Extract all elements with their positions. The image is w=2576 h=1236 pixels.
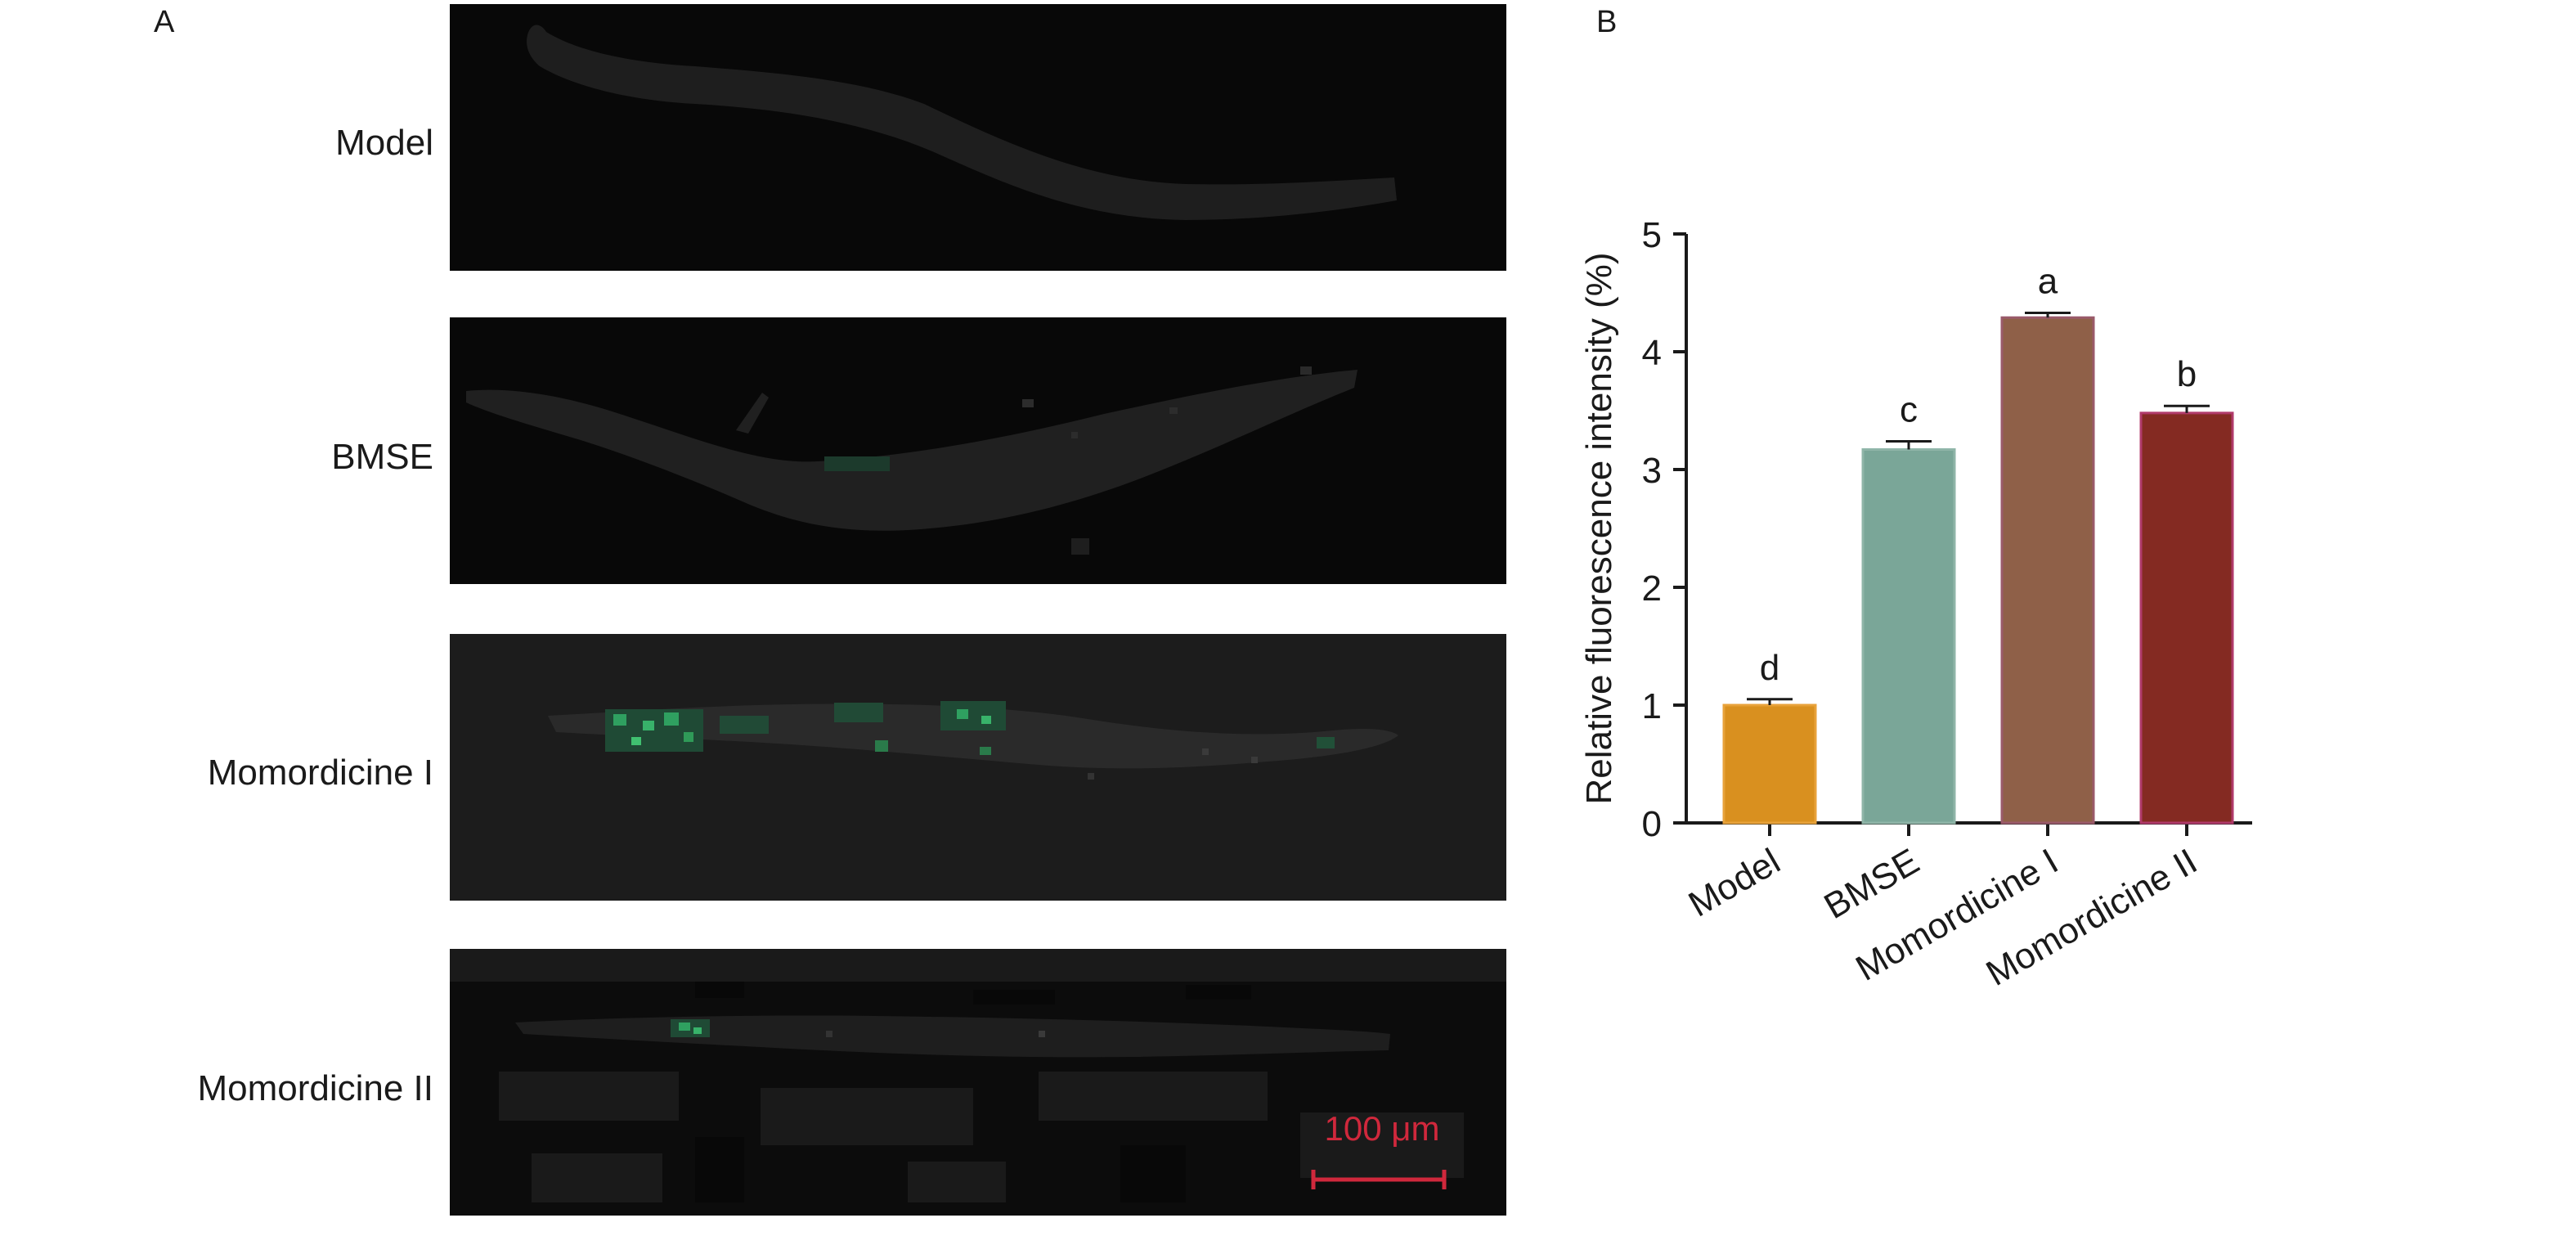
row-label-bmse: BMSE — [331, 437, 433, 477]
scale-bar-label: 100 μm — [1325, 1109, 1440, 1148]
row-label-momordicine-i: Momordicine I — [207, 753, 433, 793]
row-label-model: Model — [335, 123, 433, 163]
significance-letter: b — [2177, 354, 2197, 394]
worm-body — [466, 370, 1358, 531]
significance-letter: d — [1760, 648, 1779, 688]
axes: 0 1 2 3 4 5 Relative fluorescence intensity (%… — [1579, 215, 2252, 844]
bar — [2139, 411, 2234, 825]
micrograph-momordicine-ii — [450, 949, 1506, 1216]
significance-letter: c — [1900, 389, 1918, 429]
y-tick-label: 1 — [1642, 686, 1662, 726]
y-tick-label: 5 — [1642, 215, 1662, 255]
significance-letter: a — [2038, 261, 2058, 301]
worm-body — [527, 25, 1397, 220]
y-tick-label: 2 — [1642, 569, 1662, 609]
y-axis-label: Relative fluorescence intensity (%) — [1579, 253, 1619, 805]
y-tick-label: 4 — [1642, 333, 1662, 373]
row-label-momordicine-ii: Momordicine II — [197, 1068, 433, 1108]
micrograph-momordicine-i — [450, 634, 1506, 901]
x-tick-label: Model — [1682, 841, 1787, 924]
y-tick-label: 0 — [1642, 804, 1662, 844]
micrograph-bmse — [450, 317, 1506, 584]
worm-body — [515, 1015, 1390, 1058]
micrograph-model — [450, 4, 1506, 271]
bar — [2000, 316, 2095, 825]
panel-letter-b: B — [1596, 5, 1618, 39]
bar — [1722, 703, 1817, 825]
panel-letter-a: A — [154, 5, 175, 39]
x-tick-label: BMSE — [1818, 841, 1926, 927]
bar-chart: 0 1 2 3 4 5 Relative fluorescence intensity (%… — [1579, 215, 2252, 994]
bar — [1861, 448, 1956, 825]
bars — [1722, 311, 2234, 825]
y-tick-label: 3 — [1642, 451, 1662, 491]
scale-bar: 100 μm — [1311, 1109, 1447, 1189]
